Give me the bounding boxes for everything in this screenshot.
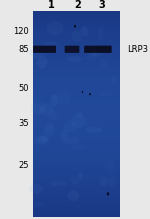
Ellipse shape bbox=[91, 44, 98, 56]
Text: 35: 35 bbox=[19, 119, 29, 128]
Ellipse shape bbox=[86, 127, 103, 133]
Ellipse shape bbox=[44, 123, 55, 136]
Text: 2: 2 bbox=[75, 0, 81, 11]
Text: 50: 50 bbox=[19, 84, 29, 93]
Ellipse shape bbox=[50, 181, 67, 186]
FancyBboxPatch shape bbox=[84, 46, 111, 53]
Ellipse shape bbox=[41, 41, 58, 48]
Ellipse shape bbox=[68, 56, 82, 62]
Ellipse shape bbox=[72, 30, 81, 42]
Circle shape bbox=[107, 192, 109, 196]
FancyBboxPatch shape bbox=[84, 46, 111, 53]
FancyBboxPatch shape bbox=[65, 46, 79, 53]
Ellipse shape bbox=[29, 184, 43, 194]
Ellipse shape bbox=[37, 136, 47, 143]
FancyBboxPatch shape bbox=[33, 46, 56, 53]
Ellipse shape bbox=[111, 76, 116, 84]
FancyBboxPatch shape bbox=[84, 46, 111, 53]
Text: 3: 3 bbox=[99, 0, 105, 11]
Ellipse shape bbox=[66, 137, 79, 145]
FancyBboxPatch shape bbox=[84, 46, 111, 53]
FancyBboxPatch shape bbox=[65, 46, 79, 53]
Circle shape bbox=[89, 93, 91, 95]
Text: 25: 25 bbox=[19, 161, 29, 170]
Circle shape bbox=[74, 25, 76, 28]
Ellipse shape bbox=[100, 177, 108, 186]
Ellipse shape bbox=[46, 21, 64, 35]
FancyBboxPatch shape bbox=[65, 46, 79, 53]
FancyBboxPatch shape bbox=[65, 46, 79, 53]
Text: 1: 1 bbox=[48, 0, 54, 11]
FancyBboxPatch shape bbox=[33, 46, 56, 53]
Ellipse shape bbox=[61, 129, 68, 143]
FancyBboxPatch shape bbox=[33, 46, 56, 53]
FancyBboxPatch shape bbox=[33, 46, 56, 53]
Text: LRP3: LRP3 bbox=[128, 45, 148, 54]
Ellipse shape bbox=[37, 56, 47, 69]
Ellipse shape bbox=[28, 48, 45, 58]
FancyBboxPatch shape bbox=[65, 46, 79, 53]
Ellipse shape bbox=[88, 53, 102, 57]
FancyBboxPatch shape bbox=[33, 46, 56, 53]
Ellipse shape bbox=[39, 104, 54, 115]
Ellipse shape bbox=[78, 172, 83, 179]
Ellipse shape bbox=[34, 136, 49, 145]
Text: 85: 85 bbox=[19, 45, 29, 54]
Ellipse shape bbox=[51, 94, 58, 107]
Ellipse shape bbox=[68, 190, 79, 201]
Circle shape bbox=[82, 91, 83, 93]
Ellipse shape bbox=[77, 110, 82, 117]
Ellipse shape bbox=[71, 114, 86, 128]
Ellipse shape bbox=[64, 122, 77, 132]
FancyBboxPatch shape bbox=[84, 46, 111, 53]
Text: 120: 120 bbox=[14, 27, 29, 36]
Ellipse shape bbox=[81, 26, 88, 36]
